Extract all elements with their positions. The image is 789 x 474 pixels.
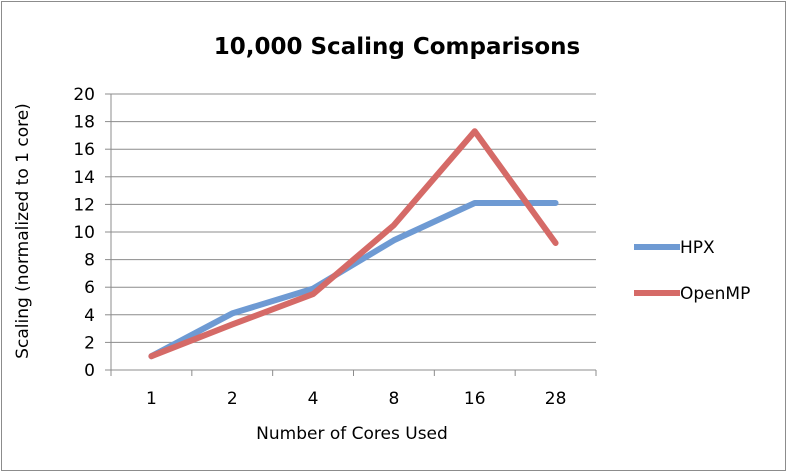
- series-line-hpx: [148, 200, 559, 360]
- y-tick-label: 10: [73, 223, 95, 243]
- y-tick-label: 2: [84, 333, 95, 353]
- legend: HPX OpenMP: [634, 238, 750, 304]
- series-lines: [148, 128, 559, 360]
- y-tick-label: 18: [73, 113, 95, 133]
- y-tick-label: 8: [84, 251, 95, 271]
- y-tick-label: 4: [84, 306, 95, 326]
- y-tick-label: 20: [73, 85, 95, 105]
- x-tick-label: 1: [146, 389, 157, 409]
- y-tick-label: 12: [73, 195, 95, 215]
- y-axis-title: Scaling (normalized to 1 core): [13, 103, 33, 359]
- y-tick-label: 14: [73, 168, 95, 188]
- gridlines: [111, 93, 596, 343]
- x-tick-label: 8: [389, 389, 400, 409]
- x-tick-labels: 1 2 4 8 16 28: [146, 389, 566, 409]
- y-tick-labels: 0 2 4 6 8 10 12 14 16 18 20: [73, 85, 95, 381]
- y-tick-label: 16: [73, 140, 95, 160]
- series-line-openmp: [148, 128, 559, 360]
- x-tick-label: 4: [308, 389, 319, 409]
- chart-title: 10,000 Scaling Comparisons: [214, 34, 581, 60]
- x-tick-label: 28: [545, 389, 567, 409]
- x-tick-label: 2: [227, 389, 238, 409]
- legend-label-hpx: HPX: [680, 238, 715, 258]
- axes: [105, 93, 597, 376]
- x-axis-title: Number of Cores Used: [256, 424, 448, 444]
- y-tick-label: 6: [84, 278, 95, 298]
- y-tick-label: 0: [84, 361, 95, 381]
- x-tick-label: 16: [464, 389, 486, 409]
- legend-label-openmp: OpenMP: [680, 284, 750, 304]
